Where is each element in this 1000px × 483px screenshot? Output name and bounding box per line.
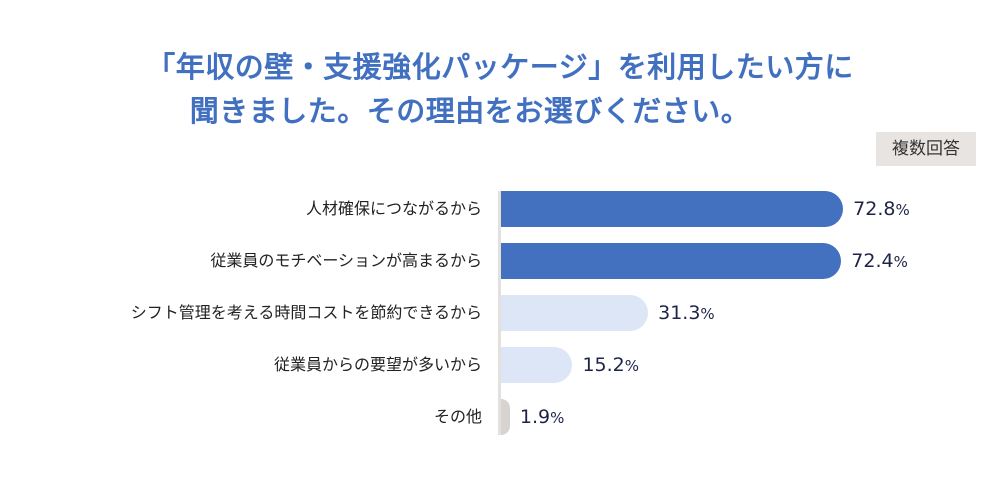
category-label: その他 [433,407,482,426]
value-label: 31.3% [658,302,715,324]
bar [501,243,842,279]
category-label: シフト管理を考える時間コストを節約できるから [130,303,482,322]
category-label: 従業員からの要望が多いから [273,355,482,374]
bar [501,295,649,331]
multiple-answer-badge: 複数回答 [876,132,976,166]
value-label: 72.8% [853,198,910,220]
bar [501,191,844,227]
value-label: 72.4% [851,250,908,272]
bar [501,399,510,435]
chart-title-line2: 聞きました。その理由をお選びください。 [189,94,751,128]
chart-title-line1: 「年収の壁・支援強化パッケージ」を利用したい方に [146,50,854,84]
value-label: 1.9% [519,406,565,428]
category-label: 人材確保につながるから [305,199,482,218]
value-label: 15.2% [582,354,640,376]
bar [501,347,573,383]
category-label: 従業員のモチベーションが高まるから [210,251,482,270]
y-axis-line [498,191,501,435]
